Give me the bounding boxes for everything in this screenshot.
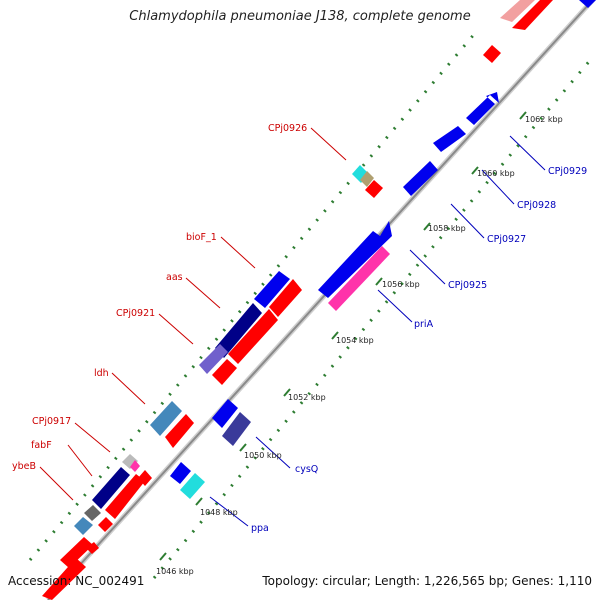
gene-arrow-pria [328, 246, 390, 311]
gene-arrow-top-c [579, 0, 596, 8]
backbone [46, 0, 597, 600]
gene-arrow-ppa-b [180, 473, 205, 499]
label-connectors [39, 127, 546, 527]
gene-arrow-bottom-a [60, 537, 93, 568]
gene-label-cpj0927[interactable]: CPj0927 [487, 234, 526, 245]
reverse-genes [170, 0, 596, 499]
forward-genes [42, 165, 383, 600]
gene-arrow-cpj0927 [403, 161, 438, 196]
gene-label-cysq[interactable]: cysQ [295, 464, 318, 475]
gene-arrow-cpj0917-a [92, 467, 130, 509]
tick-dots [28, 31, 594, 579]
gene-arrow-ppa-a [170, 462, 191, 484]
topology-summary: Topology: circular; Length: 1,226,565 bp… [262, 574, 592, 588]
gene-label-ybeb[interactable]: ybeB [12, 461, 36, 472]
accession-text: Accession: NC_002491 [8, 574, 145, 588]
tick-label: 1062 kbp [525, 115, 563, 124]
gene-arrow-cpj0921-d [212, 359, 237, 385]
gene-label-cpj0929[interactable]: CPj0929 [548, 166, 587, 177]
gene-arrow-ybeb-a [84, 505, 101, 521]
gene-label-pria[interactable]: priA [414, 319, 434, 330]
tick-label: 1056 kbp [382, 280, 420, 289]
gene-label-ppa[interactable]: ppa [251, 523, 269, 534]
gene-label-cpj0921[interactable]: CPj0921 [116, 308, 155, 319]
gene-label-fabf[interactable]: fabF [31, 440, 52, 451]
tick-label: 1058 kbp [428, 224, 466, 233]
gene-arrow-top-b [512, 0, 553, 30]
gene-label-cpj0925[interactable]: CPj0925 [448, 280, 487, 291]
gene-arrow-cpj0929 [466, 92, 499, 125]
gene-arrow-fabf-c [138, 470, 152, 486]
gene-arrow-fabf [130, 460, 140, 472]
gene-label-cpj0917[interactable]: CPj0917 [32, 416, 71, 427]
genome-title: Chlamydophila pneumoniae J138, complete … [0, 9, 600, 24]
gene-label-aas[interactable]: aas [166, 272, 183, 283]
gene-arrow-biof1 [254, 271, 290, 308]
tick-label: 1048 kbp [200, 508, 238, 517]
gene-arrow-cpj0921-c [199, 344, 228, 374]
tick-marks [159, 111, 527, 561]
gene-arrow-fabf-b [105, 474, 145, 519]
gene-arrow-cpj0921-a [215, 303, 262, 358]
gene-arrow-cpj0917-b [122, 454, 138, 469]
gene-arrow-cysq-b [222, 412, 251, 446]
faded-genes [500, 0, 535, 22]
gene-label-cpj0926[interactable]: CPj0926 [268, 123, 307, 134]
gene-arrow-ldh [150, 401, 182, 436]
gene-arrow-cpj0921-b [228, 309, 278, 364]
gene-label-biof1[interactable]: bioF_1 [186, 232, 217, 243]
gene-arrow-cpj0926-b [360, 171, 374, 187]
gene-arrow-bottom-c [86, 542, 99, 554]
gene-label-cpj0928[interactable]: CPj0928 [517, 200, 556, 211]
gene-label-ldh[interactable]: ldh [94, 368, 109, 379]
gene-arrow-ldh-b [165, 414, 194, 448]
gene-arrow-top-a [483, 45, 501, 63]
tick-label: 1046 kbp [156, 567, 194, 576]
forward-gene-labels: CPj0926 bioF_1 aas CPj0921 ldh CPj0917 f… [12, 123, 307, 472]
tick-label: 1060 kbp [477, 169, 515, 178]
gene-arrow-cpj0925 [318, 221, 392, 298]
gene-arrow-ybeb-b [74, 517, 93, 535]
gene-arrow-cysq-a [212, 399, 238, 428]
gene-arrow-ybeb-c [98, 517, 113, 532]
tick-labels: 1046 kbp 1048 kbp 1050 kbp 1052 kbp 1054… [156, 115, 563, 576]
gene-arrow-aas [269, 279, 302, 317]
tick-label: 1052 kbp [288, 393, 326, 402]
tick-label: 1050 kbp [244, 451, 282, 460]
tick-label: 1054 kbp [336, 336, 374, 345]
reverse-gene-labels: CPj0929 CPj0928 CPj0927 CPj0925 priA cys… [251, 166, 587, 534]
gene-arrow-bottom-b [42, 558, 86, 600]
gene-arrow-cpj0928 [433, 126, 466, 152]
gene-arrow-cpj0926-c [365, 180, 383, 198]
